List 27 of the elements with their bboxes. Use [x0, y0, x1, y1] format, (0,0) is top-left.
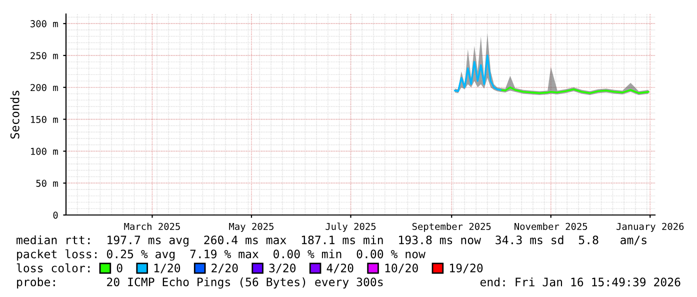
x-tick-label: November 2025 — [514, 222, 588, 230]
y-tick-label: 250 m — [30, 52, 58, 60]
text: packet loss: 0.25 % avg 7.19 % max 0.00 % min 0.00 % now — [17, 249, 426, 261]
legend-label: 1/20 — [154, 264, 180, 274]
legend-label: 2/20 — [212, 264, 238, 274]
y-tick-label: 150 m — [31, 116, 58, 124]
x-tick-label: September 2025 — [412, 222, 491, 232]
y-axis-title: Seconds — [10, 90, 20, 139]
x-tick-label: July 2025 — [326, 222, 376, 232]
y-tick-label: 200 m — [30, 84, 58, 92]
text: median rtt: 197.7 ms avg 260.4 ms max 187.1 ms min 193.8 ms now 34.3 ms sd 5.8 am/s — [16, 235, 646, 247]
x-tick-label: March 2025 — [124, 222, 180, 230]
x-tick-label: May 2025 — [229, 222, 274, 232]
y-tick-label: 300 m — [30, 20, 58, 28]
legend-label: 10/20 — [385, 264, 418, 274]
legend-label: 19/20 — [450, 264, 483, 274]
x-tick-label: January 2026 — [616, 222, 684, 232]
y-tick-label: 0 — [53, 212, 58, 219]
y-tick-label: 100 m — [31, 148, 58, 155]
line-series — [454, 54, 502, 92]
y-tick-label: 50 m — [36, 180, 58, 187]
text: end: Fri Jan 16 15:49:39 2026 — [480, 277, 680, 286]
legend-title: loss color: — [16, 263, 90, 272]
text: probe: 20 ICMP Echo Pings (56 Bytes) every 300s — [17, 277, 383, 289]
legend-label: 0 — [116, 264, 122, 272]
legend-label: 3/20 — [269, 264, 296, 274]
legend-label: 4/20 — [326, 264, 354, 274]
